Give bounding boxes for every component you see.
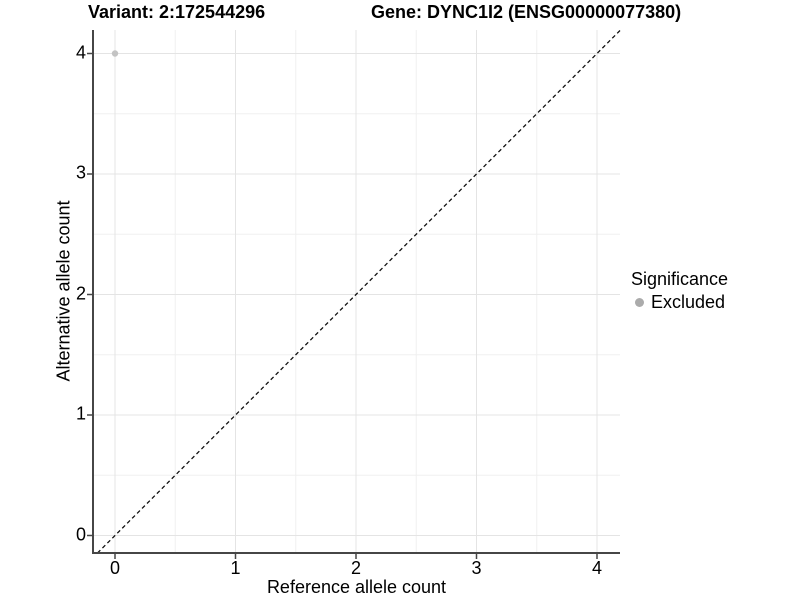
plot-title-variant: Variant: 2:172544296	[88, 2, 266, 22]
legend-item-excluded: Excluded	[631, 292, 728, 313]
y-tick-label: 2	[75, 282, 86, 303]
y-tick-label: 4	[75, 41, 86, 62]
legend-item-label: Excluded	[651, 292, 726, 312]
y-tick-label: 3	[75, 162, 86, 183]
y-tick-label: 0	[75, 523, 86, 544]
data-point	[111, 50, 119, 57]
identity-line	[97, 30, 621, 554]
legend-point-icon	[635, 298, 644, 307]
y-axis-title: Alternative allele count	[53, 200, 74, 382]
y-tick-label: 1	[75, 403, 86, 424]
legend-title: Significance	[631, 269, 729, 289]
x-tick-label: 3	[471, 558, 482, 578]
x-axis-title: Reference allele count	[266, 577, 447, 597]
legend: Significance Excluded	[631, 269, 728, 313]
x-tick-label: 4	[591, 558, 603, 578]
x-tick-label: 2	[350, 558, 362, 578]
x-tick-label: 0	[109, 558, 121, 578]
plot-title-gene: Gene: DYNC1I2 (ENSG00000077380)	[371, 2, 682, 22]
x-tick-label: 1	[230, 558, 241, 578]
